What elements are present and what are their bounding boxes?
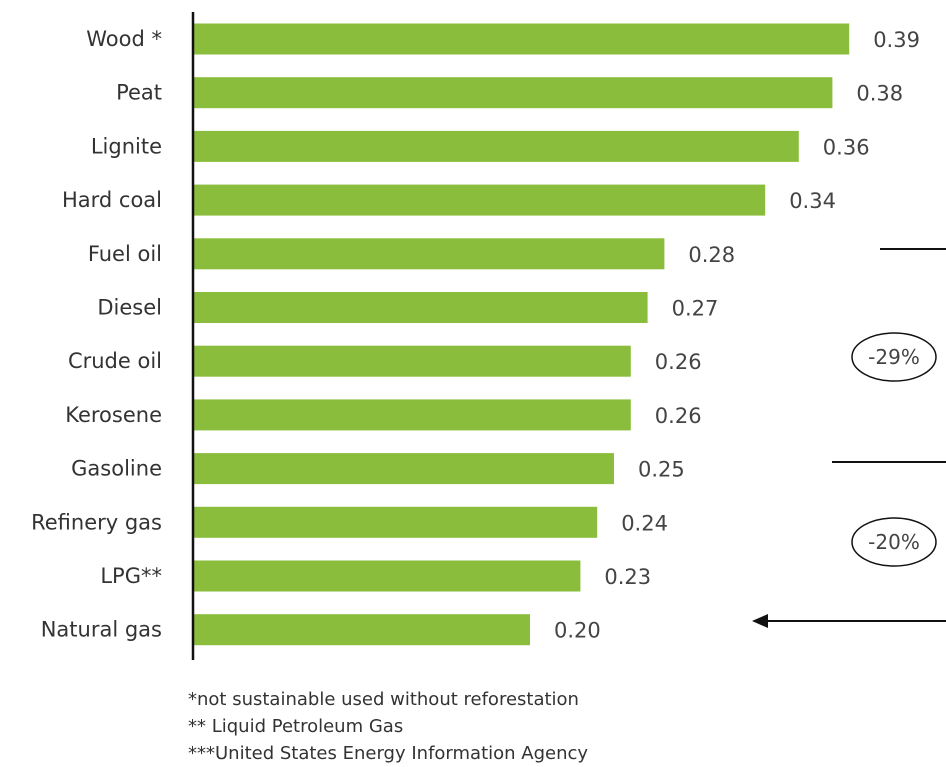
value-label-kerosene: 0.26 [655,404,702,428]
footnote-reforestation: *not sustainable used without reforestat… [188,689,579,710]
bar-diesel [194,292,648,323]
category-label-gasoline: Gasoline [71,457,162,481]
footnote-lpg: ** Liquid Petroleum Gas [188,716,404,737]
category-labels: Wood * Peat Lignite Hard coal Fuel oil Diesel… [31,27,162,642]
category-label-lignite: Lignite [91,134,162,158]
arrow-head-icon [752,614,768,628]
category-label-natural-gas: Natural gas [41,618,162,642]
value-label-natural-gas: 0.20 [554,619,601,643]
value-label-refinery-gas: 0.24 [621,511,668,535]
category-label-crude-oil: Crude oil [68,349,162,373]
value-label-lpg: 0.23 [604,565,651,589]
category-label-lpg: LPG** [100,564,162,588]
category-label-fuel-oil: Fuel oil [88,242,162,266]
bar-wood [194,23,850,55]
value-label-wood: 0.39 [873,28,920,52]
category-label-refinery-gas: Refinery gas [31,510,162,534]
annotation-29-percent: -29% [868,345,920,369]
annotation-ellipse-20 [851,517,937,567]
bars-group [194,23,850,646]
footnote-eia: ***United States Energy Information Agen… [188,743,589,764]
annotation-20-percent: -20% [868,530,920,554]
bar-refinery-gas [194,506,598,538]
value-label-fuel-oil: 0.28 [688,243,735,267]
bar-peat [194,77,833,109]
category-label-hard-coal: Hard coal [62,188,162,212]
value-label-diesel: 0.27 [672,297,719,321]
bar-lpg [194,560,581,592]
value-label-gasoline: 0.25 [638,458,685,482]
bar-crude-oil [194,345,631,377]
value-label-lignite: 0.36 [823,135,870,159]
bar-natural-gas [194,614,530,646]
annotation-ellipse-29 [851,332,937,382]
category-label-kerosene: Kerosene [65,403,162,427]
category-label-diesel: Diesel [97,296,162,320]
value-label-hard-coal: 0.34 [789,189,836,213]
bar-hard-coal [194,184,766,216]
category-label-wood: Wood * [86,27,162,51]
bar-fuel-oil [194,238,665,270]
bar-gasoline [194,453,614,485]
bar-kerosene [194,399,631,431]
category-label-peat: Peat [116,81,162,105]
value-label-peat: 0.38 [856,82,903,106]
value-label-crude-oil: 0.26 [655,350,702,374]
value-labels: 0.39 0.38 0.36 0.34 0.28 0.27 0.26 0.26 0.25 0.24… [554,28,920,643]
bar-lignite [194,130,799,162]
footnotes: *not sustainable used without reforestat… [188,686,928,767]
